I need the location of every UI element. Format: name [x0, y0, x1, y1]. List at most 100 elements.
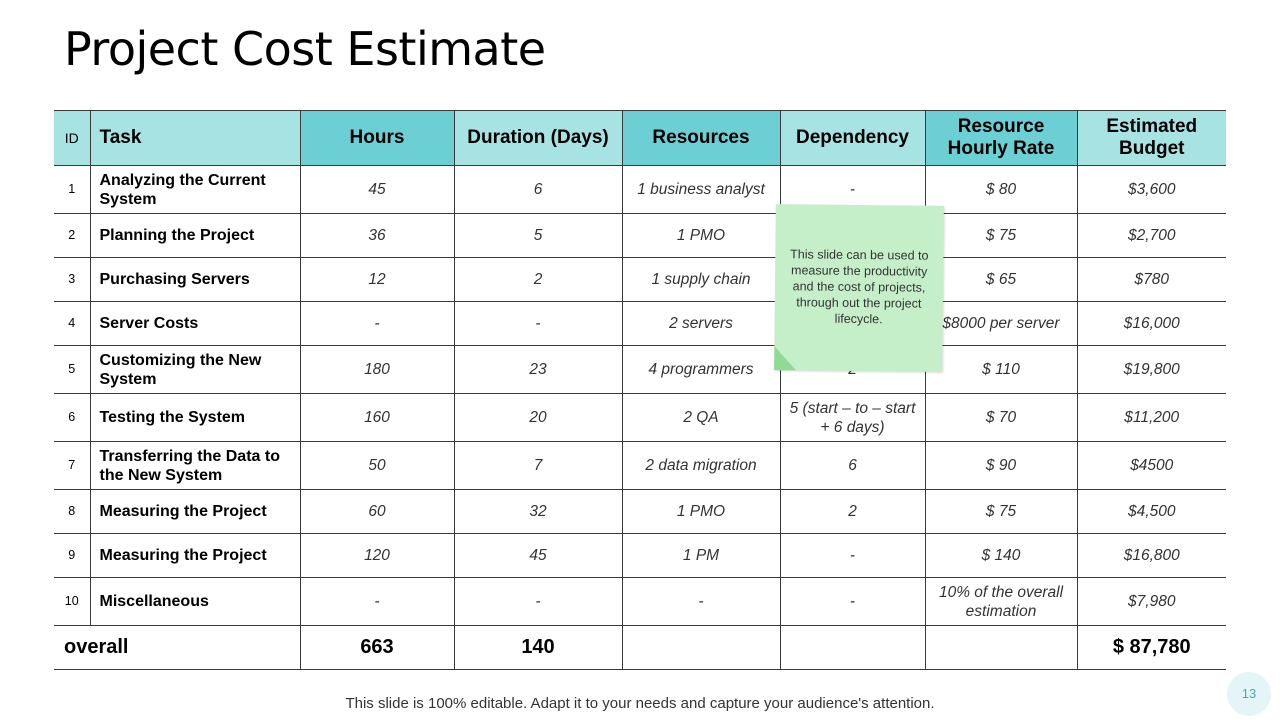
totals-hours: 663	[299, 625, 455, 670]
header-resources: Resources	[621, 110, 781, 166]
table-row: 7 Transferring the Data to the New System…	[54, 441, 1226, 490]
row-duration: -	[453, 577, 623, 626]
row-resources: 1 supply chain	[621, 257, 781, 302]
row-task: Measuring the Project	[89, 533, 301, 578]
row-hours: -	[299, 577, 455, 626]
table-row: 5 Customizing the New System 180 23 4 progra…	[54, 345, 1226, 394]
row-rate: $ 70	[924, 393, 1078, 442]
row-id: 7	[54, 441, 91, 490]
note-fold-corner	[774, 346, 797, 371]
table-row: 1 Analyzing the Current System 45 6 1 busine…	[54, 165, 1226, 214]
row-budget: $19,800	[1076, 345, 1226, 394]
row-hours: 60	[299, 489, 455, 534]
row-duration: 7	[453, 441, 623, 490]
row-dependency: -	[779, 577, 926, 626]
row-hours: 12	[299, 257, 455, 302]
table-row: 3 Purchasing Servers 12 2 1 supply chain $ 65…	[54, 257, 1226, 302]
footer-caption: This slide is 100% editable. Adapt it to…	[345, 695, 935, 712]
totals-resources	[621, 625, 781, 670]
row-id: 5	[54, 345, 91, 394]
row-duration: 6	[453, 165, 623, 214]
row-duration: 5	[453, 213, 623, 258]
header-task: Task	[89, 110, 301, 166]
totals-label: overall	[54, 625, 301, 670]
row-hours: 50	[299, 441, 455, 490]
row-budget: $16,800	[1076, 533, 1226, 578]
sticky-note: This slide can be used to measure the pr…	[774, 204, 944, 372]
row-resources: 1 PMO	[621, 213, 781, 258]
row-resources: 2 data migration	[621, 441, 781, 490]
header-rate: Resource Hourly Rate	[924, 110, 1078, 166]
row-dependency: 2	[779, 489, 926, 534]
header-dependency: Dependency	[779, 110, 926, 166]
row-resources: 1 business analyst	[621, 165, 781, 214]
row-rate: $ 110	[924, 345, 1078, 394]
sticky-note-text: This slide can be used to measure the pr…	[790, 247, 929, 327]
row-task: Customizing the New System	[89, 345, 301, 394]
row-hours: 120	[299, 533, 455, 578]
row-rate: $ 75	[924, 213, 1078, 258]
table-row: 10 Miscellaneous - - - -10% of the overall es…	[54, 577, 1226, 626]
header-budget: Estimated Budget	[1076, 110, 1226, 166]
page-number-badge: 13	[1227, 672, 1271, 716]
row-resources: 2 servers	[621, 301, 781, 346]
row-budget: $3,600	[1076, 165, 1226, 214]
row-dependency: -	[779, 533, 926, 578]
row-duration: 20	[453, 393, 623, 442]
header-hours: Hours	[299, 110, 455, 166]
row-id: 10	[54, 577, 91, 626]
row-resources: -	[621, 577, 781, 626]
row-budget: $4,500	[1076, 489, 1226, 534]
row-rate: $ 140	[924, 533, 1078, 578]
row-duration: 45	[453, 533, 623, 578]
row-rate: $ 90	[924, 441, 1078, 490]
slide-title: Project Cost Estimate	[64, 22, 546, 76]
row-task: Miscellaneous	[89, 577, 301, 626]
header-duration: Duration (Days)	[453, 110, 623, 166]
row-task: Testing the System	[89, 393, 301, 442]
row-duration: -	[453, 301, 623, 346]
row-dependency: 5 (start – to – start + 6 days)	[779, 393, 926, 442]
row-id: 2	[54, 213, 91, 258]
row-budget: $11,200	[1076, 393, 1226, 442]
row-resources: 4 programmers	[621, 345, 781, 394]
row-id: 3	[54, 257, 91, 302]
row-rate: $ 80	[924, 165, 1078, 214]
row-duration: 23	[453, 345, 623, 394]
row-duration: 32	[453, 489, 623, 534]
table-row: 8 Measuring the Project 60 32 1 PMO 2 $ 75 $4,5…	[54, 489, 1226, 534]
row-budget: $4500	[1076, 441, 1226, 490]
row-resources: 1 PM	[621, 533, 781, 578]
row-task: Server Costs	[89, 301, 301, 346]
totals-budget: $ 87,780	[1076, 625, 1226, 670]
header-id: ID	[54, 110, 91, 166]
row-id: 8	[54, 489, 91, 534]
table-row: 6 Testing the System 160 20 2 QA 5 (start – t…	[54, 393, 1226, 442]
row-budget: $780	[1076, 257, 1226, 302]
row-task: Analyzing the Current System	[89, 165, 301, 214]
row-task: Measuring the Project	[89, 489, 301, 534]
row-rate: $ 65	[924, 257, 1078, 302]
row-rate: $8000 per server	[924, 301, 1078, 346]
row-hours: 45	[299, 165, 455, 214]
row-id: 6	[54, 393, 91, 442]
row-budget: $16,000	[1076, 301, 1226, 346]
row-hours: 160	[299, 393, 455, 442]
row-hours: 180	[299, 345, 455, 394]
row-resources: 2 QA	[621, 393, 781, 442]
row-task: Transferring the Data to the New System	[89, 441, 301, 490]
row-budget: $7,980	[1076, 577, 1226, 626]
totals-row: overall 663 140 $ 87,780	[54, 625, 1226, 670]
row-rate: $ 75	[924, 489, 1078, 534]
table-header-row: ID Task Hours Duration (Days) Resources …	[54, 110, 1226, 166]
row-dependency: 6	[779, 441, 926, 490]
cost-estimate-table: ID Task Hours Duration (Days) Resources …	[54, 110, 1226, 670]
row-duration: 2	[453, 257, 623, 302]
row-id: 4	[54, 301, 91, 346]
row-task: Purchasing Servers	[89, 257, 301, 302]
row-resources: 1 PMO	[621, 489, 781, 534]
row-hours: -	[299, 301, 455, 346]
row-budget: $2,700	[1076, 213, 1226, 258]
table-row: 9 Measuring the Project 120 45 1 PM - $ 140 $16…	[54, 533, 1226, 578]
row-task: Planning the Project	[89, 213, 301, 258]
